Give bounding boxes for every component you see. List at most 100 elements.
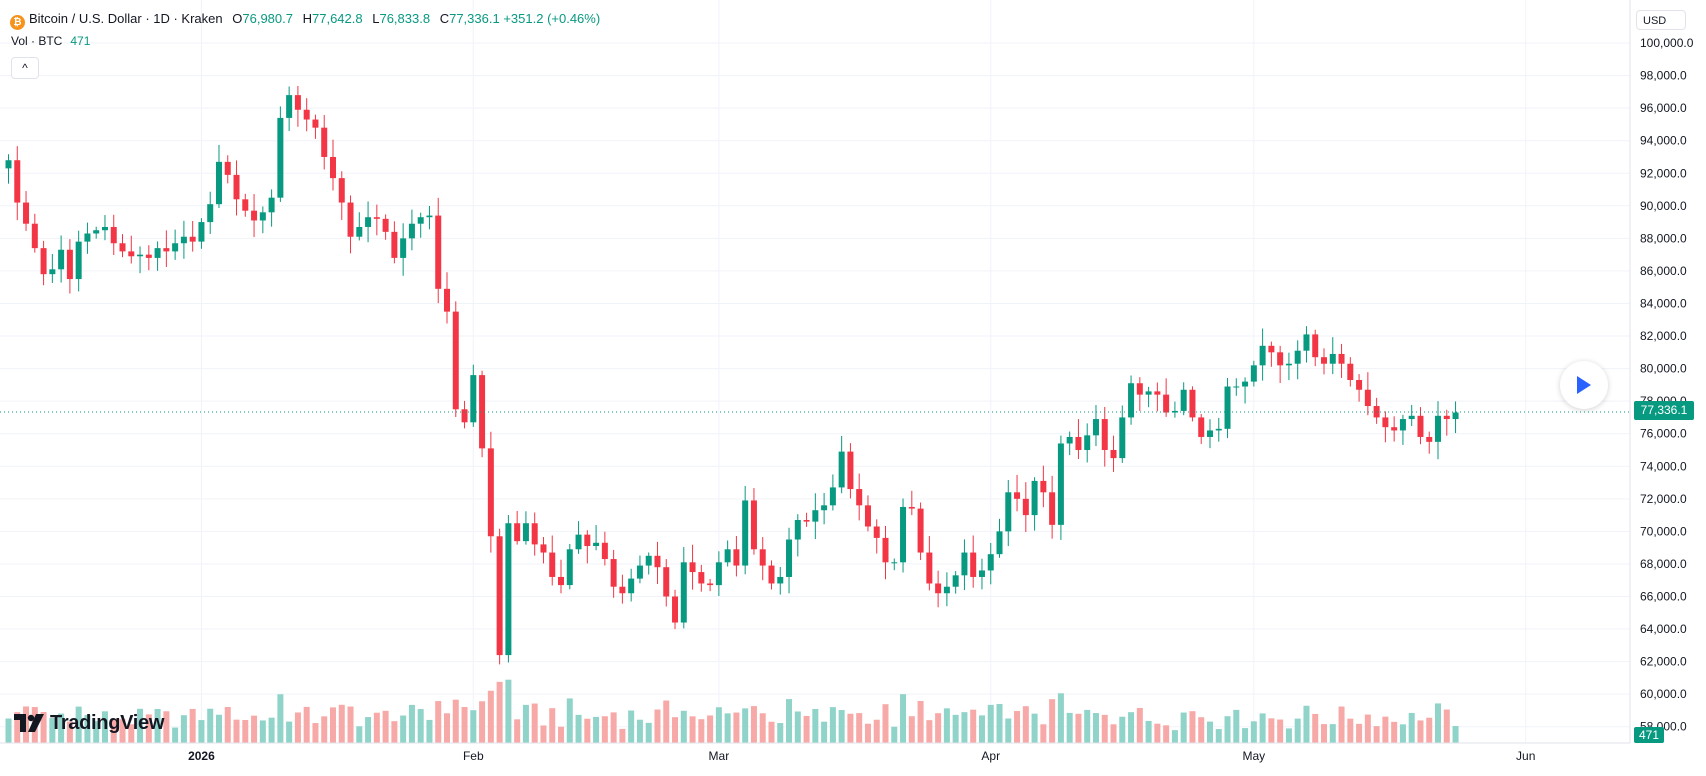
candle-body [724,549,731,563]
volume-bar [1312,713,1319,743]
candle-body [444,288,450,312]
candle-body [251,210,258,221]
candle-body [821,505,828,511]
time-tick-label: Mar [709,749,730,763]
price-tick-label: 72,000.0 [1640,492,1687,506]
candle-body [794,519,801,540]
volume-bar [145,714,152,743]
price-tick-label: 100,000.0 [1640,36,1694,50]
low-value: 76,833.8 [379,11,431,26]
price-axis: 58,000.060,000.062,000.064,000.066,000.0… [1640,36,1694,734]
candle-body [829,487,836,506]
candle-body [864,505,871,527]
candle-body [1119,417,1126,459]
candle-body [715,562,722,586]
candle-body [856,489,863,506]
candle-body [172,243,179,252]
volume-bar [926,720,933,743]
tradingview-logo-text: TradingView [50,712,165,734]
volume-bar [198,720,205,743]
tradingview-logo-icon [14,714,44,738]
volume-bar [1259,713,1266,743]
volume-bar [1049,699,1056,743]
candle-body [66,249,73,280]
tradingview-logo[interactable]: TradingView [14,712,164,738]
volume-bar [777,723,784,743]
volume-bar [128,724,135,743]
price-tick-label: 66,000.0 [1640,589,1687,603]
volume-bar [558,726,565,743]
candle-body [1084,435,1091,450]
candle-body [233,174,240,200]
candle-body [636,565,643,579]
volume-bar [759,713,766,743]
price-tick-label: 88,000.0 [1640,231,1687,245]
volume-bar [1233,709,1240,743]
price-tick-label: 94,000.0 [1640,134,1687,148]
volume-bar [373,712,380,743]
high-label: H [302,11,312,26]
candle-body [207,204,214,223]
volume-bar [408,704,415,743]
candle-body [1277,352,1284,366]
volume-bar [154,708,161,743]
candle-body [382,218,389,232]
volume-bar [672,717,679,743]
candle-body [1101,419,1108,450]
volume-bar [882,704,889,743]
volume-bar [1391,721,1398,743]
volume-bar [1294,718,1301,743]
volume-bar [1347,718,1354,743]
symbol-title[interactable]: Bitcoin / U.S. Dollar · 1D · Kraken [29,11,223,26]
candle-body [943,586,950,594]
candle-body [838,451,845,488]
volume-bar [1399,724,1406,743]
volume-bar [847,713,854,743]
candle-body [23,202,30,224]
candle-body [1110,449,1117,459]
currency-selector[interactable]: USD [1636,10,1686,30]
collapse-legend-button[interactable]: ^ [11,57,39,79]
time-tick-label: Jun [1516,749,1535,763]
candle-body [1049,492,1056,525]
volume-bar [715,707,722,743]
volume-bar [321,716,328,743]
volume-bar [1180,712,1187,743]
time-tick-label: 2026 [188,749,215,763]
candle-body [1171,410,1178,413]
volume-bar [514,719,521,743]
candle-body [268,197,275,213]
volume-bar [242,719,249,743]
candle-body [1259,345,1266,366]
volume-bar [1084,709,1091,743]
candle-body [1206,430,1213,437]
volume-bar [812,709,819,743]
candle-body [803,519,810,522]
volume-bar [1224,716,1231,743]
volume-bar [452,699,459,743]
candle-body [1250,365,1257,382]
candle-body [987,554,994,571]
volume-bar [294,712,301,743]
candle-body [1347,363,1354,380]
scroll-to-realtime-button[interactable] [1560,361,1608,409]
volume-bar [838,710,845,743]
volume-bar [1057,693,1064,743]
volume-bar [224,706,231,743]
candle-body [1022,498,1029,516]
price-tick-label: 86,000.0 [1640,264,1687,278]
volume-bar [610,712,617,743]
volume-bar [110,718,117,743]
candle-body [242,199,249,211]
candle-body [1014,492,1021,499]
volume-bar [119,719,126,743]
candle-body [487,448,494,537]
candle-body [1329,353,1336,364]
volume-bar [1435,703,1442,743]
candle-body [110,226,117,244]
candle-body [1189,389,1196,418]
candle-body [1224,386,1231,429]
candle-body [84,233,91,242]
volume-bar [58,713,65,743]
